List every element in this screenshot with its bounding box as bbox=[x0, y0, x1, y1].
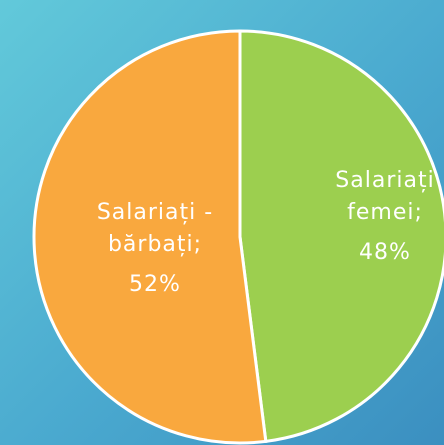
slice-label: Salariați -bărbați; 52% bbox=[89, 197, 221, 301]
pie-slice bbox=[238, 29, 444, 444]
category-label: Salariați femei; bbox=[335, 168, 435, 225]
value-label: 52% bbox=[129, 272, 181, 297]
pie-slice bbox=[32, 29, 268, 445]
slice-label: Salariați femei; 48% bbox=[319, 165, 444, 269]
category-label: Salariați -bărbați; bbox=[96, 200, 214, 257]
value-label: 48% bbox=[359, 240, 411, 265]
